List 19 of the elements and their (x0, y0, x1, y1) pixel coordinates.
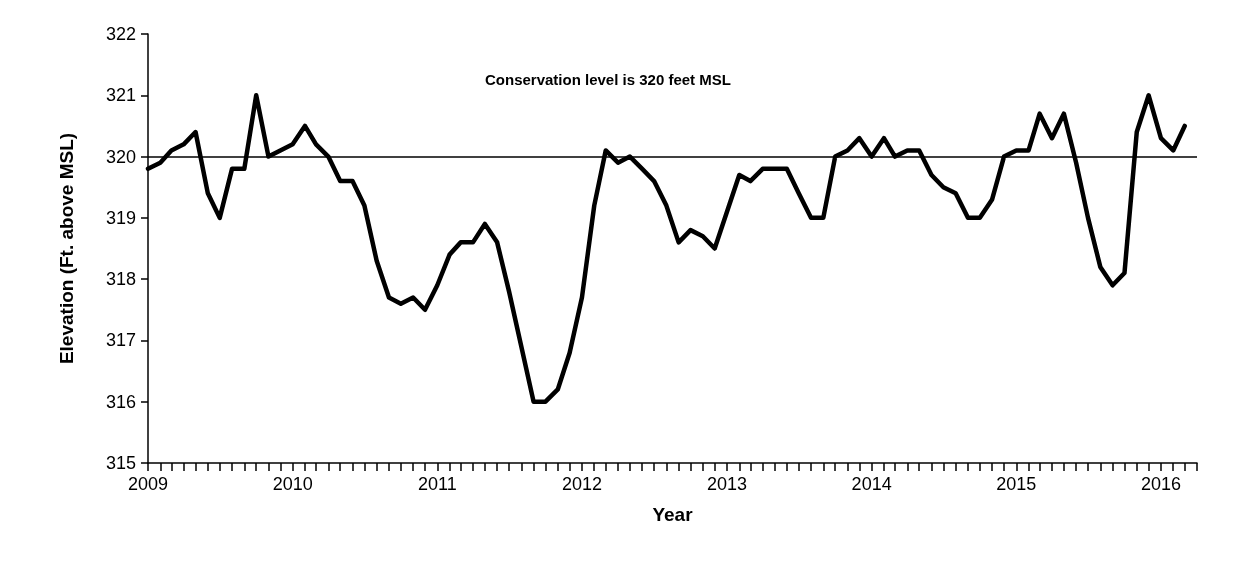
y-tick-label: 317 (105, 330, 136, 351)
x-axis-title: Year (652, 504, 694, 525)
x-tick-label: 2012 (561, 474, 602, 494)
y-tick-label: 316 (105, 391, 136, 412)
x-tick-label: 2010 (272, 474, 313, 494)
y-tick-label: 321 (105, 85, 136, 106)
x-tick-label: 2014 (851, 474, 892, 494)
x-tick-label: 2009 (127, 474, 169, 494)
y-tick-label: 320 (105, 146, 136, 167)
x-tick-label: 2013 (706, 474, 748, 494)
y-tick-label: 322 (105, 24, 136, 44)
x-tick-label: 2016 (1140, 474, 1181, 494)
x-tick-label: 2011 (417, 474, 457, 494)
y-tick-label: 319 (105, 207, 136, 228)
annotation: Conservation level is 320 feet MSL (485, 71, 731, 88)
x-tick-label: 2015 (996, 474, 1037, 494)
y-tick-label: 318 (105, 269, 136, 290)
y-axis-title: Elevation (Ft. above MSL) (56, 132, 77, 365)
y-tick-label: 315 (105, 453, 136, 473)
